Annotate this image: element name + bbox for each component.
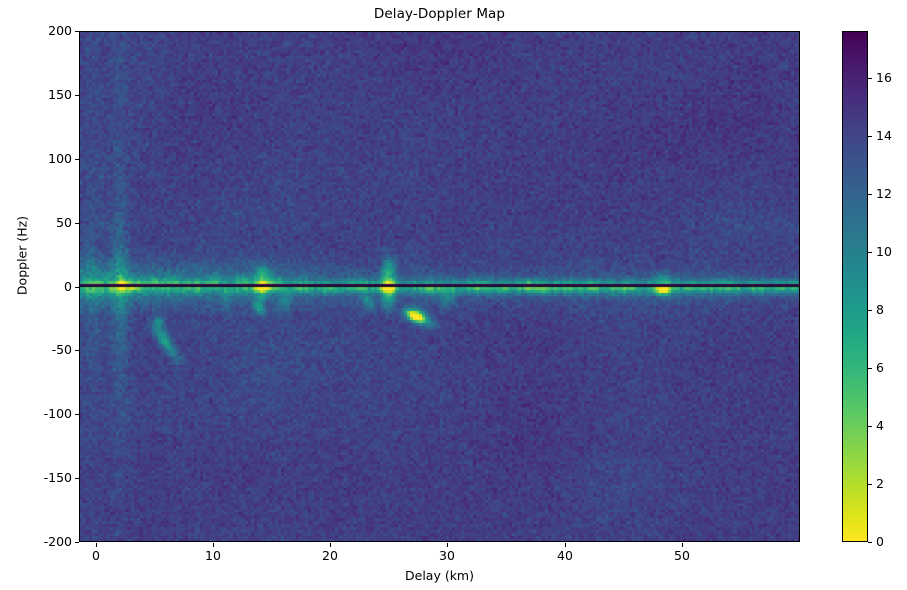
colorbar-ticklabel: 0 [876, 534, 884, 549]
colorbar-tick-mark [868, 252, 872, 253]
colorbar-ticklabel: 8 [876, 302, 884, 317]
colorbar-tick-mark [868, 368, 872, 369]
colorbar-tick-mark [868, 78, 872, 79]
x-tick-mark [682, 543, 683, 547]
y-tick-mark [75, 542, 79, 543]
y-axis-ticklabels: 200 150 100 50 0 -50 -100 -150 -200 [0, 0, 72, 590]
x-tick-mark [565, 543, 566, 547]
y-tick-mark [75, 95, 79, 96]
y-ticklabel: 100 [48, 151, 72, 166]
y-ticklabel: -100 [43, 406, 72, 421]
y-ticklabel: -200 [43, 534, 72, 549]
y-tick-mark [75, 287, 79, 288]
colorbar-ticklabel: 12 [876, 186, 892, 201]
y-ticklabel: 50 [56, 215, 72, 230]
y-ticklabel: -50 [51, 342, 72, 357]
y-tick-mark [75, 31, 79, 32]
colorbar-ticklabel: 16 [876, 70, 892, 85]
x-tick-mark [330, 543, 331, 547]
colorbar-gradient [843, 32, 867, 541]
x-tick-mark [447, 543, 448, 547]
y-tick-mark [75, 223, 79, 224]
x-tick-mark [96, 543, 97, 547]
y-tick-mark [75, 159, 79, 160]
colorbar-tick-mark [868, 426, 872, 427]
x-ticklabel: 40 [557, 548, 573, 563]
y-ticklabel: 0 [64, 279, 72, 294]
y-ticklabel: -150 [43, 470, 72, 485]
page-title: Delay-Doppler Map [373, 6, 506, 22]
y-tick-mark [75, 414, 79, 415]
delay-doppler-heatmap-image [80, 32, 799, 541]
y-tick-mark [75, 350, 79, 351]
y-ticklabel: 150 [48, 87, 72, 102]
colorbar-tick-mark [868, 136, 872, 137]
y-tick-mark [75, 478, 79, 479]
colorbar-tick-mark [868, 542, 872, 543]
colorbar-ticklabel: 10 [876, 244, 892, 259]
colorbar[interactable] [842, 31, 868, 542]
colorbar-tick-mark [868, 194, 872, 195]
x-ticklabel: 0 [92, 548, 100, 563]
x-axis-label: Delay (km) [405, 568, 474, 583]
heatmap-axes[interactable] [79, 31, 800, 542]
x-ticklabel: 10 [205, 548, 221, 563]
colorbar-ticklabel: 14 [876, 128, 892, 143]
colorbar-ticklabel: 2 [876, 476, 884, 491]
x-tick-mark [213, 543, 214, 547]
y-ticklabel: 200 [48, 23, 72, 38]
colorbar-ticklabel: 4 [876, 418, 884, 433]
colorbar-ticklabel: 6 [876, 360, 884, 375]
x-ticklabel: 30 [439, 548, 455, 563]
x-ticklabel: 20 [322, 548, 338, 563]
colorbar-tick-mark [868, 484, 872, 485]
colorbar-tick-mark [868, 310, 872, 311]
x-ticklabel: 50 [674, 548, 690, 563]
y-axis-label: Doppler (Hz) [14, 215, 30, 296]
